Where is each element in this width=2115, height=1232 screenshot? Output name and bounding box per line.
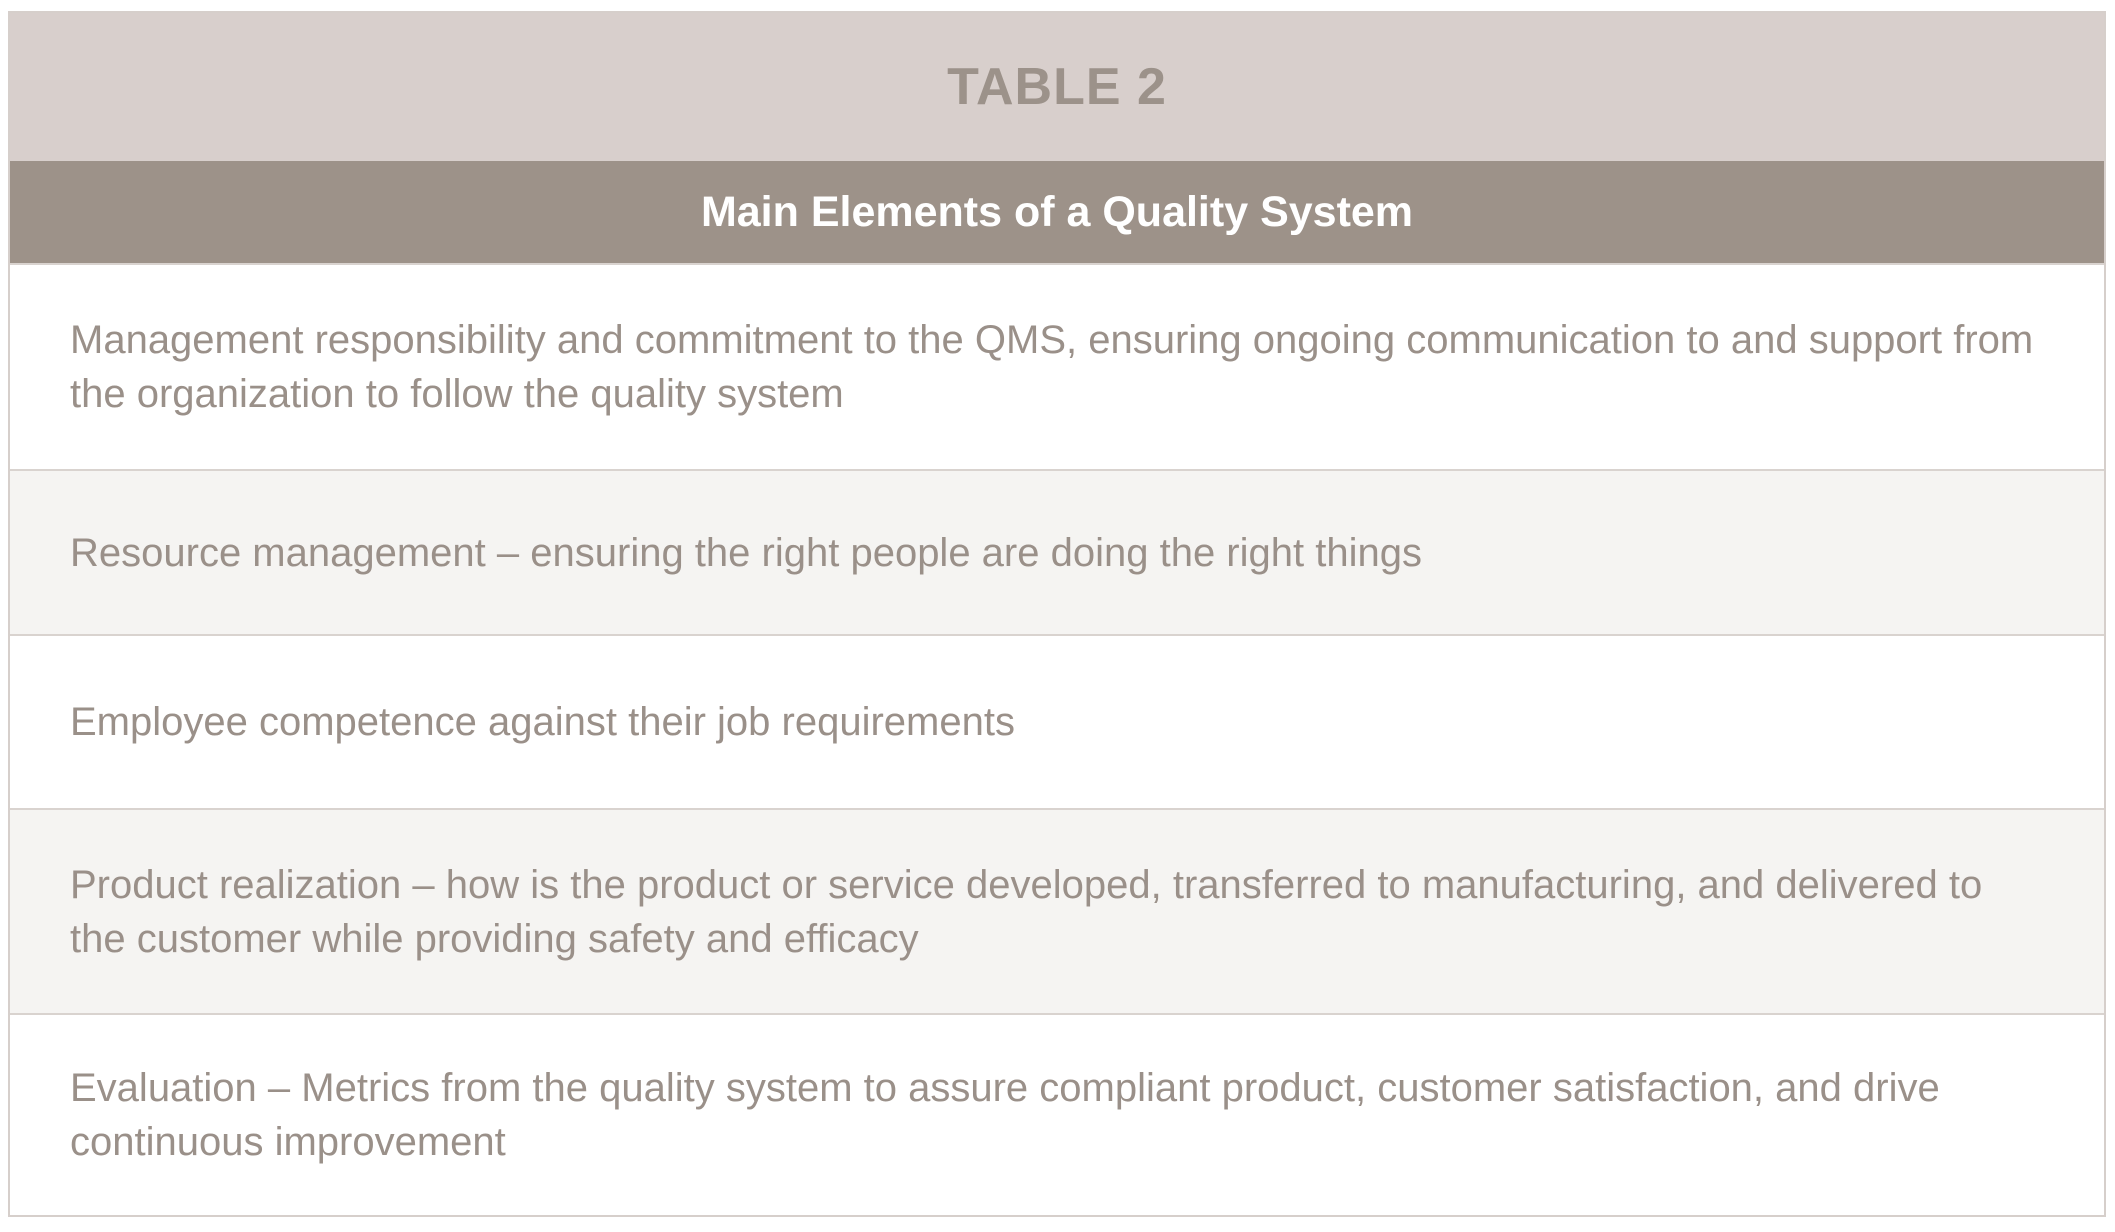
table-title-bar: Main Elements of a Quality System bbox=[10, 161, 2104, 263]
table-label-bar: TABLE 2 bbox=[10, 13, 2104, 161]
row-text: Evaluation – Metrics from the quality sy… bbox=[70, 1066, 1940, 1164]
row-text: Employee competence against their job re… bbox=[70, 700, 1015, 744]
table-row: Evaluation – Metrics from the quality sy… bbox=[10, 1013, 2104, 1215]
row-text: Product realization – how is the product… bbox=[70, 862, 1983, 961]
row-text: Resource management – ensuring the right… bbox=[70, 530, 1422, 575]
table-row: Product realization – how is the product… bbox=[10, 808, 2104, 1013]
table-label: TABLE 2 bbox=[947, 58, 1167, 116]
table-row: Employee competence against their job re… bbox=[10, 634, 2104, 808]
table-row: Management responsibility and commitment… bbox=[10, 263, 2104, 469]
table-title: Main Elements of a Quality System bbox=[700, 187, 1414, 236]
row-text: Management responsibility and commitment… bbox=[70, 318, 2034, 416]
quality-system-table: TABLE 2 Main Elements of a Quality Syste… bbox=[8, 11, 2106, 1217]
table-row: Resource management – ensuring the right… bbox=[10, 469, 2104, 634]
